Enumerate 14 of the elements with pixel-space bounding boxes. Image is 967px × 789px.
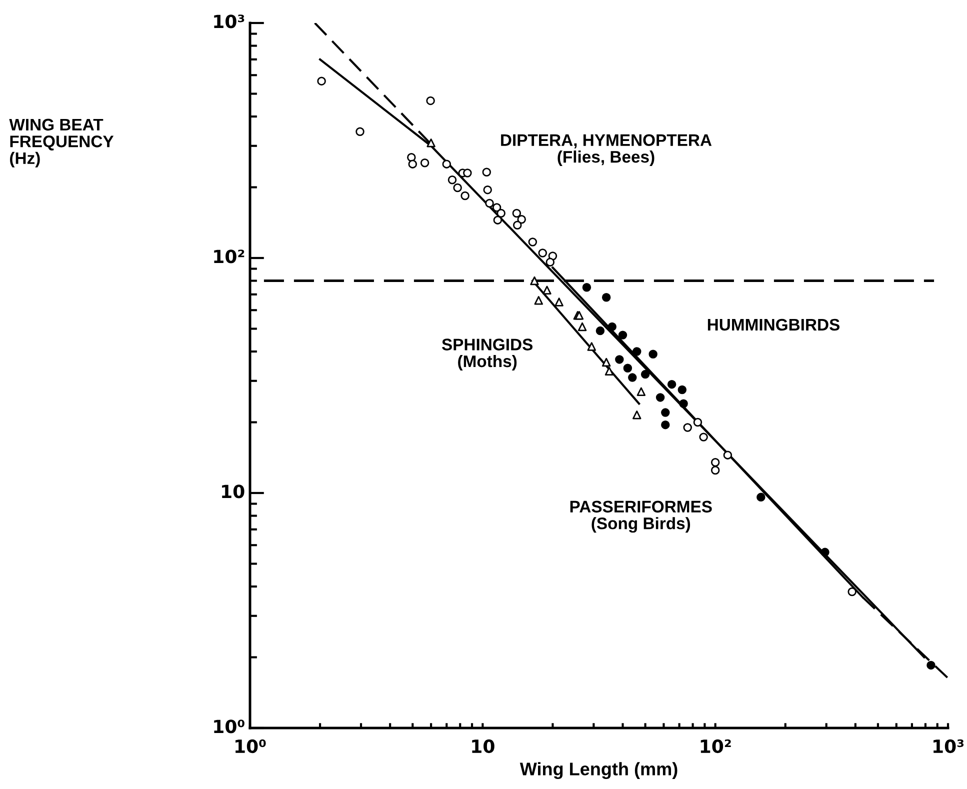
y-tick-label: 10 — [222, 484, 244, 498]
y-tick-label: 10⁰ — [214, 720, 244, 734]
annotation: SPHINGIDS (Moths) — [442, 338, 533, 370]
x-tick-label: 10² — [700, 739, 731, 754]
annotation: PASSERIFORMES (Song Birds) — [570, 500, 712, 533]
x-tick-label: 10 — [472, 739, 494, 754]
x-axis-title: Wing Length (mm) — [520, 762, 678, 780]
x-tick-label: 10⁰ — [236, 739, 266, 754]
x-tick-label: 10³ — [934, 739, 964, 754]
y-tick-label: 10² — [214, 250, 244, 264]
annotation: DIPTERA, HYMENOPTERA (Flies, Bees) — [501, 134, 712, 166]
text: WING BEAT FREQUENCY (Hz) — [9, 118, 114, 168]
y-tick-label: 10³ — [214, 14, 244, 28]
annotation: HUMMINGBIRDS — [708, 318, 840, 331]
